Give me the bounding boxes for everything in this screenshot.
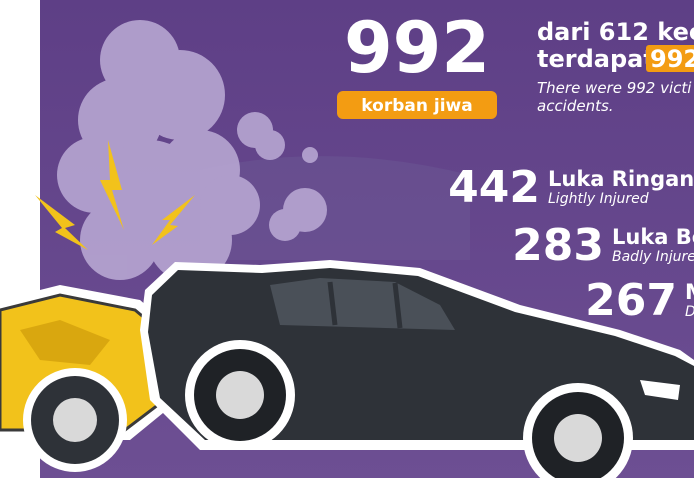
stat-label: Luka Ringan <box>548 167 694 191</box>
stat-english: D <box>685 304 694 320</box>
stat-number: 267 <box>585 275 677 326</box>
description-line: dari 612 kec <box>537 18 694 46</box>
description-english: accidents. <box>537 97 614 115</box>
description-highlight: 992 <box>650 45 694 73</box>
headline-number: 992 <box>344 7 490 89</box>
stat-english: Badly Injure <box>612 249 694 265</box>
description-prefix: terdapat <box>537 45 655 73</box>
headline-label: korban jiwa <box>361 96 472 116</box>
stat-english: Lightly Injured <box>548 191 649 207</box>
infographic: 992 korban jiwa dari 612 kec terdapat 99… <box>0 0 694 478</box>
stat-number: 283 <box>512 220 604 271</box>
stat-number: 442 <box>448 162 540 213</box>
stat-label: M <box>685 280 694 304</box>
description-english: There were 992 victi <box>537 79 692 97</box>
stat-label: Luka Be <box>612 225 694 249</box>
page: {"headline": {"number": 992, "label": "k… <box>0 0 694 478</box>
